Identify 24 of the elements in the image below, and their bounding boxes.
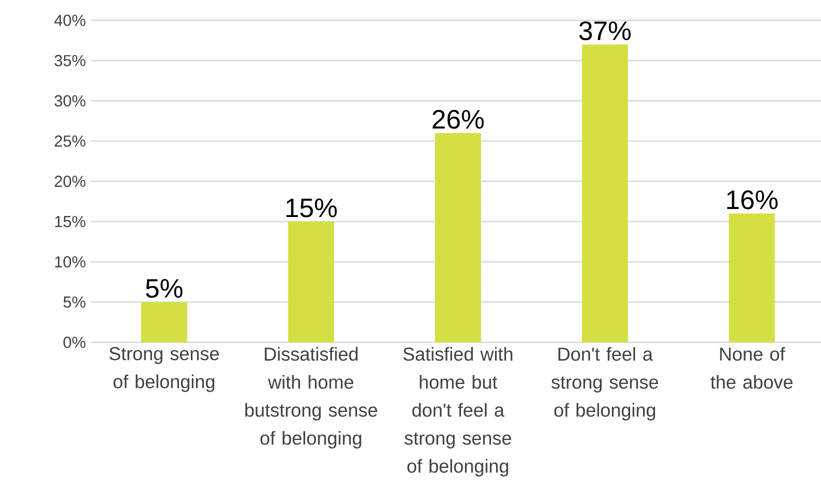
y-tick-label: 15% [55,216,86,228]
data-label: 37% [579,21,631,40]
y-tick-label: 40% [54,14,86,26]
data-label: 15% [286,198,337,218]
bar [582,44,628,342]
data-label: 5% [146,279,182,298]
x-tick-label: Dissatisfied with home butstrong sense of belonging [245,347,378,448]
bar [288,222,334,342]
y-tick-label: 0% [63,336,86,348]
x-tick-label: Satisfied with home but don't feel a strong sense of belonging [403,347,512,476]
y-tick-label: 5% [63,296,86,308]
bar [728,214,775,342]
bar [141,302,188,342]
x-tick-label: Don't feel a strong sense of belonging [552,347,658,420]
data-label: 26% [432,110,484,129]
x-tick-label: None of the above [710,347,793,389]
bar [435,133,481,342]
y-tick-label: 10% [55,256,86,268]
data-label: 16% [727,190,778,210]
y-tick-label: 25% [54,135,86,147]
y-tick-label: 30% [54,95,86,106]
x-tick-label: Strong sense of belonging [109,347,219,392]
y-tick-label: 35% [54,54,86,66]
y-tick-label: 20% [54,176,86,187]
